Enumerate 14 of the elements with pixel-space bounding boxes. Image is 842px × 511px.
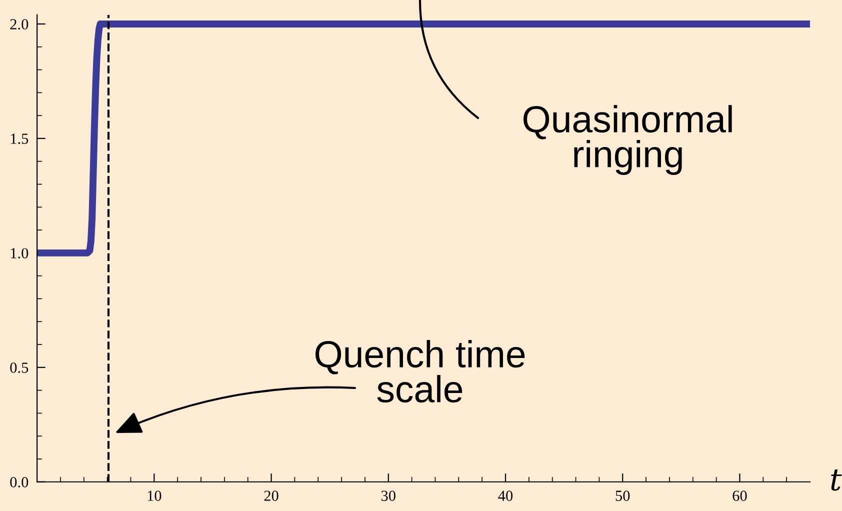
y-tick-label: 1.5 — [10, 134, 28, 144]
x-tick-label: 40 — [498, 490, 513, 501]
x-tick-label: 20 — [264, 490, 278, 501]
annotation: Quench time scale — [315, 340, 525, 403]
y-tick-label: 0.0 — [10, 477, 28, 488]
x-tick-label: 30 — [381, 490, 396, 501]
y-tick-label: 1.0 — [10, 248, 28, 258]
x-axis-title: t — [831, 470, 842, 491]
y-tick-label: 2.0 — [10, 19, 28, 30]
y-tick-label: 0.5 — [10, 362, 28, 373]
x-tick-label: 10 — [148, 490, 162, 501]
x-tick-label: 50 — [616, 490, 630, 501]
x-tick-label: 60 — [732, 490, 747, 501]
annotation: Quasinormal ringing — [523, 105, 732, 175]
